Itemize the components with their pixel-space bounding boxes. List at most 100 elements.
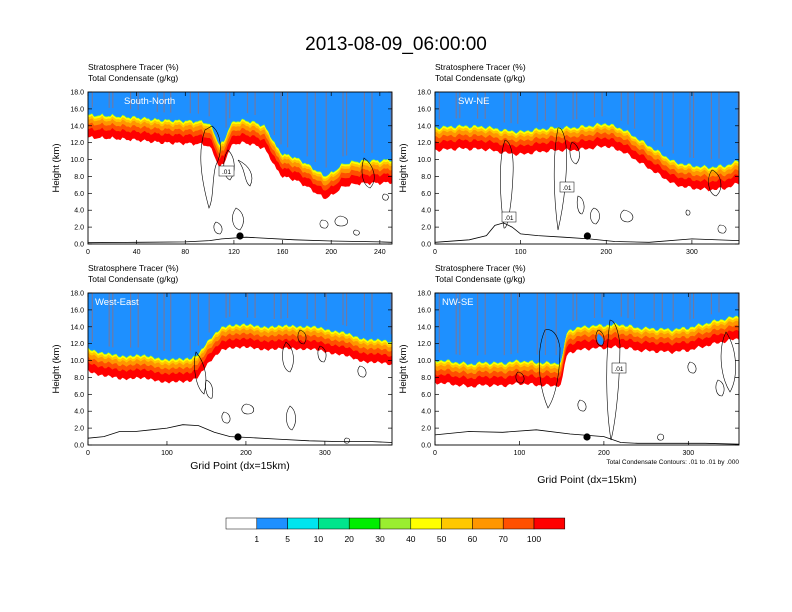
- colorbar-box: [256, 517, 288, 530]
- colorbar-label: 5: [285, 534, 290, 544]
- y-tick-label: 4.0: [421, 208, 431, 215]
- panel-frame: [87, 292, 393, 446]
- colorbar-label: 70: [498, 534, 508, 544]
- tracer-band: [88, 293, 392, 361]
- x-tick-label: 40: [133, 249, 141, 256]
- colorbar-box: [472, 517, 504, 530]
- condensate-contour: [657, 433, 665, 441]
- panel-nw-se: NW-SE .01 0.0 2.0 4.0 6.0 8.0 10.0 12.0 14.0 16.…: [417, 291, 740, 457]
- y-tick-label: 0.0: [74, 242, 84, 249]
- y-tick-label: 6.0: [421, 392, 431, 399]
- colorbar-label: 50: [437, 534, 447, 544]
- tracer-band: [435, 293, 739, 365]
- colorbar-box: [533, 517, 566, 530]
- condensate-contour: [232, 207, 244, 231]
- condensate-contours: [515, 319, 736, 441]
- x-tick-label: 100: [514, 450, 526, 457]
- condensate-contour: [343, 437, 351, 444]
- x-tick-label: 100: [161, 450, 173, 457]
- condensate-contours: [194, 329, 367, 444]
- panel-subtitle-condensate: Total Condensate (g/kg): [435, 73, 525, 83]
- y-tick-label: 8.0: [74, 174, 84, 181]
- tracer-band: [435, 92, 739, 169]
- condensate-contour: [237, 159, 253, 187]
- panel-label: NW-SE: [442, 297, 474, 308]
- x-tick-label: 0: [86, 249, 90, 256]
- contour-label-box: [218, 165, 235, 177]
- location-marker: [583, 232, 592, 240]
- tracer-fill-layer: [88, 293, 392, 384]
- condensate-contour: [553, 127, 567, 231]
- tracer-fill-layer: [88, 92, 392, 200]
- contour-label: .01: [504, 215, 513, 222]
- panel-subtitle-tracer: Stratosphere Tracer (%): [88, 263, 179, 273]
- figure-title: 2013-08-09_06:00:00: [305, 34, 487, 55]
- contour-label-box: [559, 181, 575, 193]
- x-tick-label: 300: [686, 249, 698, 256]
- y-tick-label: 4.0: [74, 409, 84, 416]
- colorbar-label: 1: [254, 534, 259, 544]
- contour-label-box: [501, 211, 517, 223]
- panel-subtitle-condensate: Total Condensate (g/kg): [435, 274, 525, 284]
- terrain-line: [435, 222, 739, 243]
- x-axis-label: Grid Point (dx=15km): [190, 460, 290, 472]
- panel-frame: [434, 292, 740, 446]
- x-tick-label: 80: [181, 249, 189, 256]
- terrain-line: [88, 236, 392, 244]
- contour-label: .01: [614, 366, 623, 373]
- y-tick-label: 2.0: [421, 225, 431, 232]
- condensate-contour: [221, 411, 231, 424]
- condensate-contour: [687, 361, 697, 374]
- x-tick-label: 300: [682, 450, 694, 457]
- y-tick-label: 18.0: [70, 291, 84, 298]
- condensate-contour: [606, 319, 621, 441]
- colorbar-box: [410, 517, 442, 530]
- condensate-contour: [317, 345, 327, 363]
- x-tick-label: 100: [515, 249, 527, 256]
- panel-frame: [434, 91, 740, 245]
- condensate-contour: [297, 329, 307, 345]
- condensate-contour: [715, 379, 725, 397]
- contour-label: .01: [562, 185, 571, 192]
- condensate-contour: [515, 371, 525, 384]
- condensate-contour: [685, 209, 691, 216]
- tracer-band: [88, 92, 392, 177]
- condensate-contour: [720, 331, 736, 393]
- colorbar-label: 30: [375, 534, 385, 544]
- x-tick-label: 240: [374, 249, 386, 256]
- colorbar-label: 40: [406, 534, 416, 544]
- y-tick-label: 0.0: [421, 242, 431, 249]
- contour-note: Total Condensate Contours: .01 to .01 by…: [606, 459, 739, 466]
- terrain-line: [435, 429, 739, 445]
- y-tick-label: 14.0: [417, 123, 431, 130]
- y-tick-label: 12.0: [70, 140, 84, 147]
- colorbar-label: 10: [314, 534, 324, 544]
- y-tick-label: 10.0: [417, 157, 431, 164]
- condensate-contour: [223, 149, 235, 181]
- colorbar-box: [502, 517, 535, 530]
- y-tick-label: 6.0: [421, 191, 431, 198]
- condensate-contour: [538, 329, 561, 409]
- condensate-contour: [577, 399, 587, 412]
- colorbar-box: [225, 517, 258, 530]
- colorbar-label: 100: [527, 534, 541, 544]
- y-tick-label: 18.0: [417, 90, 431, 97]
- y-axis-label: Height (km): [51, 143, 62, 192]
- y-tick-label: 12.0: [70, 341, 84, 348]
- tracer-fill-layer: [435, 92, 739, 192]
- x-tick-label: 120: [228, 249, 240, 256]
- condensate-cell-fill: [597, 334, 604, 345]
- x-tick-label: 160: [277, 249, 289, 256]
- colorbar-box: [318, 517, 350, 530]
- colorbar-box: [348, 517, 381, 530]
- y-tick-label: 10.0: [417, 358, 431, 365]
- tracer-fill-layer: [435, 293, 739, 388]
- condensate-contour: [590, 207, 600, 225]
- condensate-contour: [569, 141, 580, 165]
- y-tick-label: 0.0: [74, 443, 84, 450]
- y-tick-label: 14.0: [70, 324, 84, 331]
- y-tick-label: 6.0: [74, 191, 84, 198]
- condensate-contour: [357, 365, 367, 378]
- y-tick-label: 18.0: [70, 90, 84, 97]
- condensate-contour: [334, 215, 348, 227]
